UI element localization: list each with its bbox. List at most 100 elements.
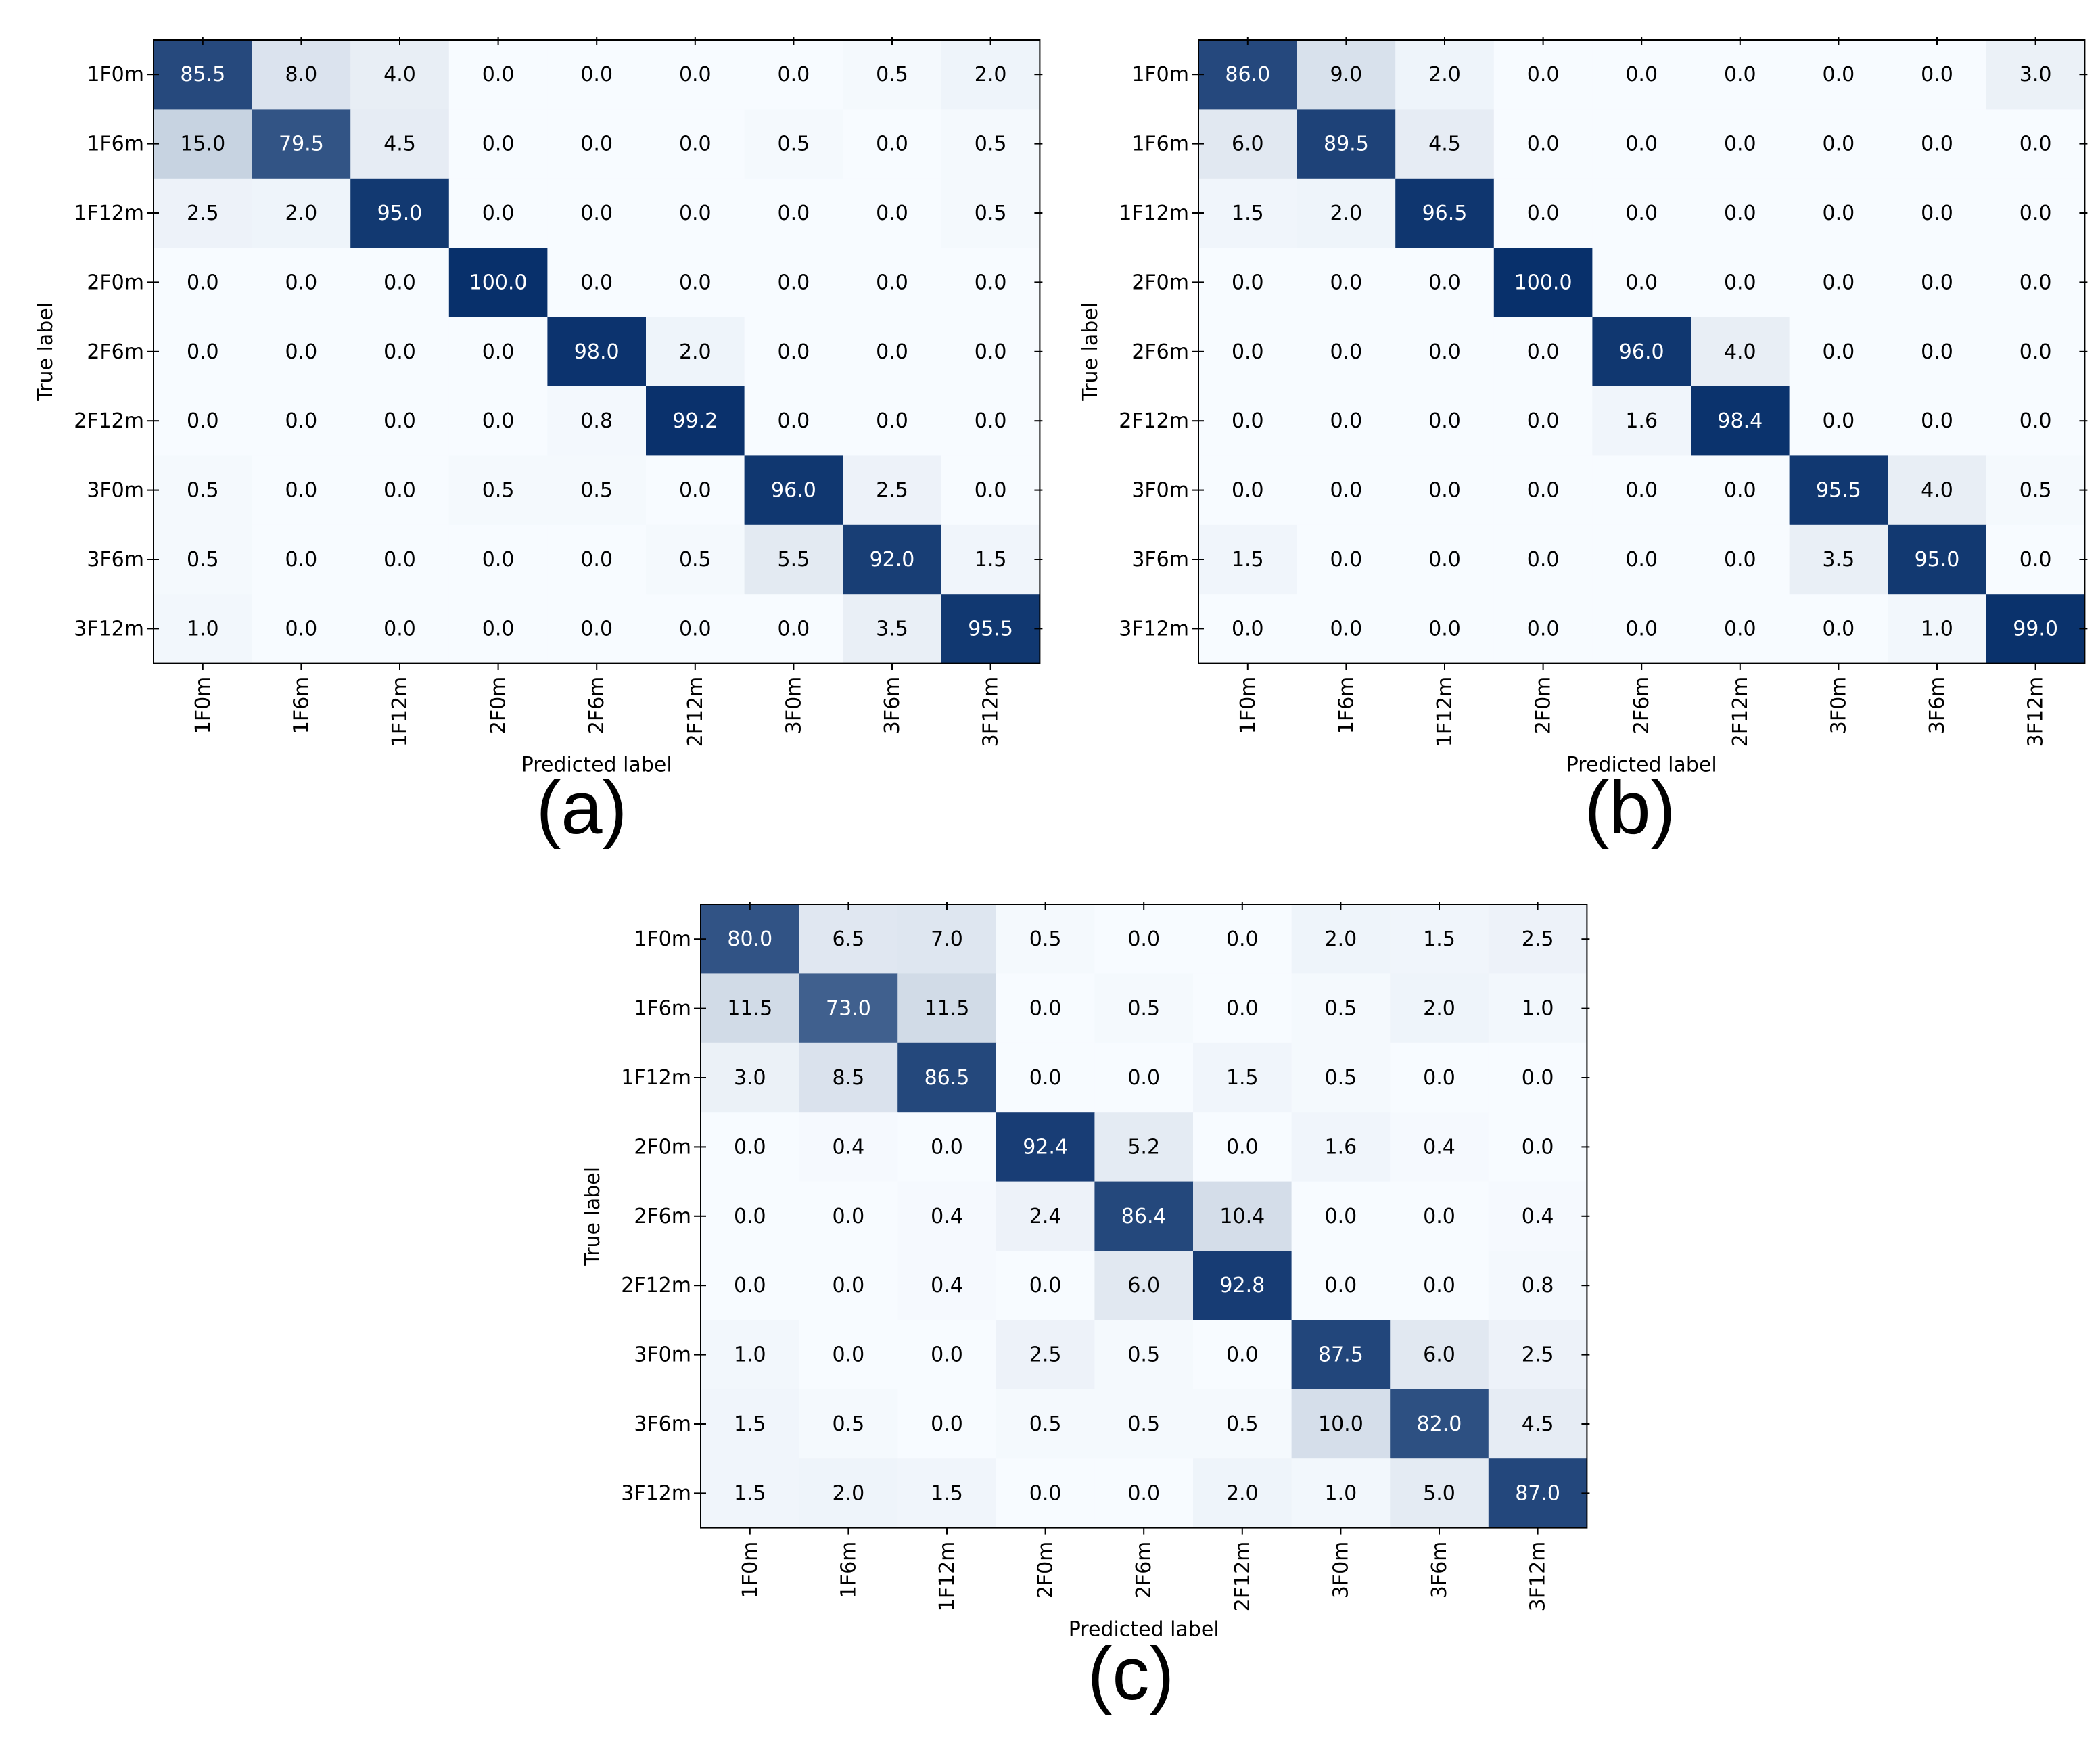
matrix-cell xyxy=(897,1181,997,1251)
cell-value: 0.0 xyxy=(1625,617,1658,641)
column-label: 2F12m xyxy=(684,677,707,747)
cell-value: 86.5 xyxy=(925,1066,970,1090)
cell-value: 0.0 xyxy=(1226,997,1259,1021)
matrix-cell xyxy=(154,248,253,318)
cell-value: 0.0 xyxy=(1428,479,1461,503)
matrix-cell xyxy=(350,317,450,387)
matrix-cell xyxy=(1986,386,2085,456)
matrix-cell xyxy=(941,594,1040,664)
cell-value: 0.0 xyxy=(1029,1274,1062,1297)
matrix-cell xyxy=(252,248,351,318)
row-label: 2F6m xyxy=(1131,340,1189,364)
matrix-cell xyxy=(1094,904,1194,974)
matrix-cell xyxy=(701,1458,800,1529)
cell-value: 0.0 xyxy=(1423,1205,1455,1228)
row-label: 1F12m xyxy=(621,1066,691,1090)
matrix-cell xyxy=(744,178,843,248)
cell-value: 0.0 xyxy=(482,202,515,225)
cell-value: 2.5 xyxy=(1029,1343,1062,1367)
matrix-cell xyxy=(701,1320,800,1390)
cell-value: 0.0 xyxy=(285,340,318,364)
cell-value: 0.5 xyxy=(679,548,711,572)
row-label: 2F0m xyxy=(87,271,144,294)
cell-value: 0.5 xyxy=(1325,997,1357,1021)
matrix-cell xyxy=(1193,1389,1292,1459)
matrix-cell xyxy=(1291,973,1391,1044)
cell-value: 0.5 xyxy=(1127,1343,1160,1367)
matrix-cell xyxy=(1395,524,1495,595)
cell-value: 0.0 xyxy=(1428,271,1461,294)
cell-value: 0.0 xyxy=(1625,202,1658,225)
column-label: 3F0m xyxy=(1329,1542,1353,1599)
matrix-cell xyxy=(1395,40,1495,110)
matrix-cell xyxy=(1193,1458,1292,1529)
column-label: 2F0m xyxy=(1532,677,1556,735)
matrix-cell xyxy=(154,109,253,179)
cell-value: 11.5 xyxy=(925,997,970,1021)
cell-value: 1.0 xyxy=(1921,617,1953,641)
cell-value: 86.4 xyxy=(1121,1205,1167,1228)
matrix-cell xyxy=(1198,594,1298,664)
matrix-cell xyxy=(1094,1181,1194,1251)
matrix-cell xyxy=(1493,524,1593,595)
cell-value: 0.5 xyxy=(778,133,810,156)
matrix-cell xyxy=(1691,40,1790,110)
cell-value: 0.0 xyxy=(679,63,711,87)
matrix-cell xyxy=(448,455,548,526)
matrix-cell xyxy=(1888,248,1987,318)
cell-value: 0.0 xyxy=(1724,617,1756,641)
matrix-cell xyxy=(996,1320,1095,1390)
matrix-cell xyxy=(744,524,843,595)
cell-value: 0.0 xyxy=(383,271,416,294)
cell-value: 4.0 xyxy=(1921,479,1953,503)
cell-value: 0.0 xyxy=(1029,1481,1062,1505)
cell-value: 0.0 xyxy=(679,133,711,156)
row-label: 1F0m xyxy=(1131,63,1189,87)
cell-value: 0.0 xyxy=(1232,617,1264,641)
matrix-cell xyxy=(1395,594,1495,664)
cell-value: 2.0 xyxy=(975,63,1007,87)
cell-value: 11.5 xyxy=(727,997,772,1021)
cell-value: 2.5 xyxy=(187,202,219,225)
cell-value: 0.0 xyxy=(1232,409,1264,433)
cell-value: 92.8 xyxy=(1219,1274,1265,1297)
matrix-cell xyxy=(1592,524,1691,595)
matrix-cell xyxy=(843,248,942,318)
matrix-cell xyxy=(1493,40,1593,110)
matrix-cell xyxy=(1297,109,1396,179)
cell-value: 99.0 xyxy=(2013,617,2058,641)
matrix-cell xyxy=(448,178,548,248)
cell-value: 0.5 xyxy=(580,479,613,503)
matrix-cell xyxy=(1888,317,1987,387)
matrix-cell xyxy=(1297,248,1396,318)
matrix-cell xyxy=(646,524,745,595)
matrix-cell xyxy=(1592,455,1691,526)
matrix-cell xyxy=(1193,1042,1292,1113)
cell-value: 79.5 xyxy=(279,133,324,156)
cell-value: 8.5 xyxy=(833,1066,865,1090)
matrix-cell xyxy=(547,594,647,664)
matrix-cell xyxy=(701,1251,800,1320)
matrix-cell xyxy=(547,455,647,526)
column-label: 2F6m xyxy=(1630,677,1654,735)
matrix-cell xyxy=(1198,386,1298,456)
cell-value: 1.5 xyxy=(1226,1066,1259,1090)
cell-value: 0.5 xyxy=(975,133,1007,156)
cell-value: 0.0 xyxy=(1527,479,1560,503)
matrix-cell xyxy=(799,1320,898,1390)
column-label: 2F0m xyxy=(487,677,511,735)
cell-value: 4.0 xyxy=(383,63,416,87)
matrix-cell xyxy=(799,1251,898,1320)
row-label: 1F0m xyxy=(87,63,144,87)
cell-value: 0.0 xyxy=(1325,1274,1357,1297)
confusion-matrix-panel: 86.0 9.0 2.0 0.0 0.0 0.0 0.0 0.0 3.0 6.0 89.5 4.5 0.… xyxy=(1079,37,2088,850)
matrix-cell xyxy=(154,455,253,526)
cell-value: 2.0 xyxy=(679,340,711,364)
row-label: 2F12m xyxy=(74,409,144,433)
cell-value: 0.0 xyxy=(580,548,613,572)
cell-value: 0.0 xyxy=(778,617,810,641)
matrix-cell xyxy=(1789,248,1888,318)
matrix-cell xyxy=(1395,455,1495,526)
matrix-cell xyxy=(1390,1181,1489,1251)
cell-value: 0.0 xyxy=(1330,548,1363,572)
